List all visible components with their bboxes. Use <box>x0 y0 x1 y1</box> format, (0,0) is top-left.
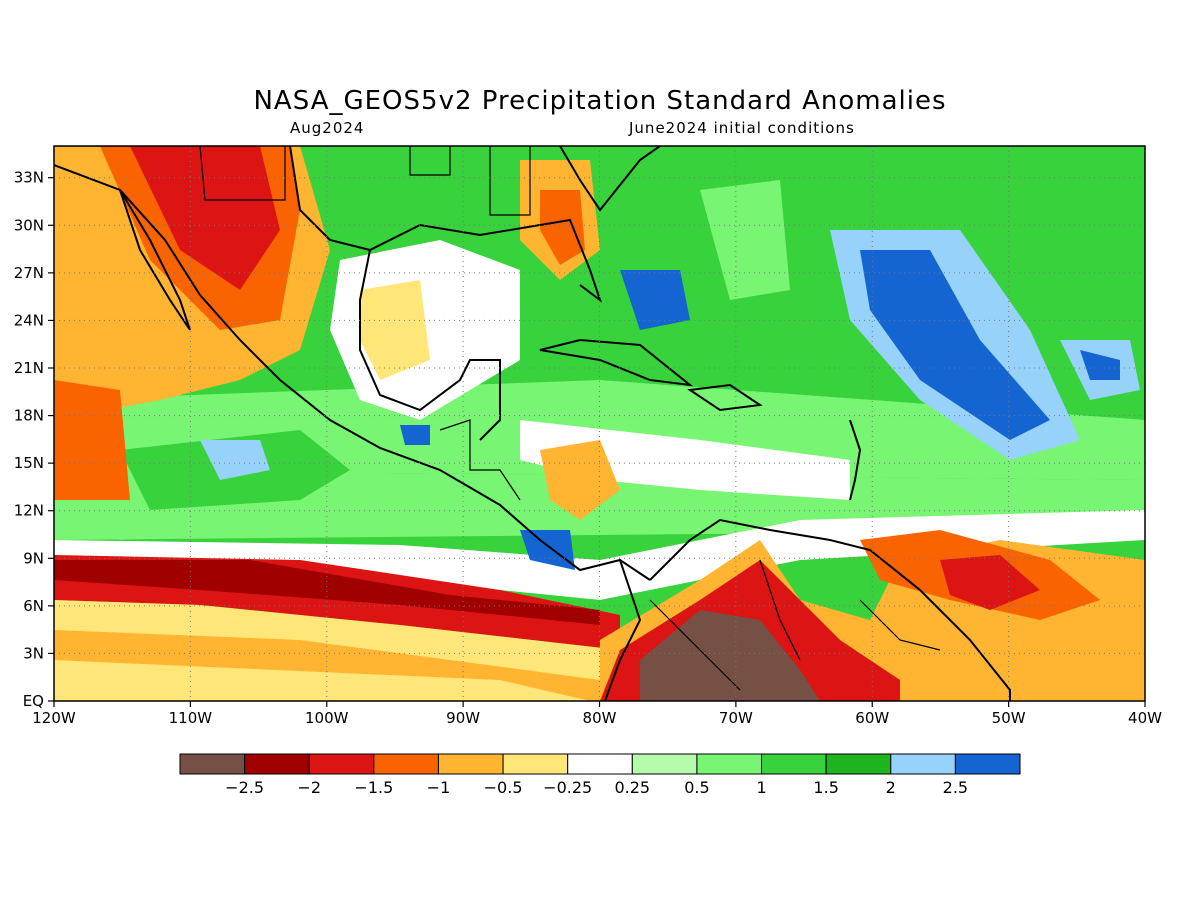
y-tick-label: 6N <box>23 597 44 615</box>
colorbar-label: 2.5 <box>943 778 968 797</box>
colorbar-label: −1.5 <box>354 778 393 797</box>
border-south-america <box>649 559 941 691</box>
colorbar-swatch <box>179 753 246 775</box>
y-tick-label: 12N <box>14 502 44 520</box>
y-tick-label: 33N <box>14 169 44 187</box>
target-month-label: Aug2024 <box>290 119 365 137</box>
x-tick-label: 60W <box>855 709 889 727</box>
colorbar-label: 0.5 <box>684 778 709 797</box>
y-tick-label: 30N <box>14 216 44 234</box>
border-layer <box>54 146 941 691</box>
colorbar-label: −2.5 <box>225 778 264 797</box>
colorbar-label: −0.25 <box>543 778 592 797</box>
coastline-gulf-north <box>369 218 602 303</box>
colorbar-swatch <box>502 753 569 775</box>
colorbar-label: −1 <box>427 778 451 797</box>
x-tick-label: 50W <box>992 709 1026 727</box>
x-tick-label: 90W <box>446 709 480 727</box>
axes-layer: 120W 110W 100W 90W 80W 70W 60W 50W 40W EQ 3N 6N 9N 12… <box>14 169 1162 727</box>
colorbar: −2.5 −2 −1.5 −1 −0.5 −0.25 0.25 0.5 1 1.5 2 2.5 <box>179 753 1021 797</box>
colorbar-label: 0.25 <box>614 778 650 797</box>
initial-conditions-label: June2024 initial conditions <box>629 119 855 137</box>
colorbar-swatch <box>373 753 439 775</box>
y-tick-label: 18N <box>14 407 44 425</box>
x-tick-label: 70W <box>719 709 753 727</box>
coastline-gulf-of-mexico <box>289 146 501 441</box>
colorbar-swatch <box>890 753 956 775</box>
coastline-layer <box>54 146 1011 701</box>
border-central-america <box>439 419 521 501</box>
colorbar-swatch <box>244 753 310 775</box>
colorbar-label: −0.5 <box>484 778 523 797</box>
x-tick-label: 40W <box>1128 709 1162 727</box>
x-tick-label: 120W <box>32 709 76 727</box>
colorbar-swatch <box>437 753 504 775</box>
y-tick-label: 21N <box>14 359 44 377</box>
colorbar-swatch <box>825 753 892 775</box>
x-tick-label: 100W <box>305 709 349 727</box>
colorbar-label: 2 <box>886 778 896 797</box>
coastline-cuba <box>539 338 694 387</box>
y-tick-label: 9N <box>23 549 44 567</box>
colorbar-label: 1.5 <box>813 778 838 797</box>
coastline-south-america <box>649 518 1011 701</box>
y-tick-label: 27N <box>14 264 44 282</box>
colorbar-label: 1 <box>756 778 766 797</box>
coastline-hispaniola <box>687 383 763 412</box>
colorbar-swatch <box>761 753 827 775</box>
x-tick-label: 110W <box>169 709 213 727</box>
coastline-lesser-antilles <box>849 419 862 501</box>
grid-layer <box>54 146 1145 701</box>
colorbar-swatch <box>954 753 1021 775</box>
colorbar-swatch <box>696 753 763 775</box>
coastline-us-east <box>559 146 661 212</box>
colorbar-label: −2 <box>297 778 321 797</box>
border-us-states <box>409 146 531 216</box>
colorbar-swatch <box>567 753 633 775</box>
coastline-north-america-pacific <box>54 164 651 581</box>
colorbar-swatch <box>631 753 698 775</box>
border-us-mexico <box>54 146 286 201</box>
coastline-baja <box>119 189 191 331</box>
y-tick-label: 3N <box>23 644 44 662</box>
y-tick-label: 15N <box>14 454 44 472</box>
coastline-south-america-west <box>604 559 642 701</box>
anomaly-field <box>54 146 1145 701</box>
y-tick-label: 24N <box>14 311 44 329</box>
map-title: NASA_GEOS5v2 Precipitation Standard Anom… <box>253 86 947 116</box>
colorbar-swatch <box>308 753 375 775</box>
y-tick-label: EQ <box>23 692 44 710</box>
x-tick-label: 80W <box>583 709 617 727</box>
